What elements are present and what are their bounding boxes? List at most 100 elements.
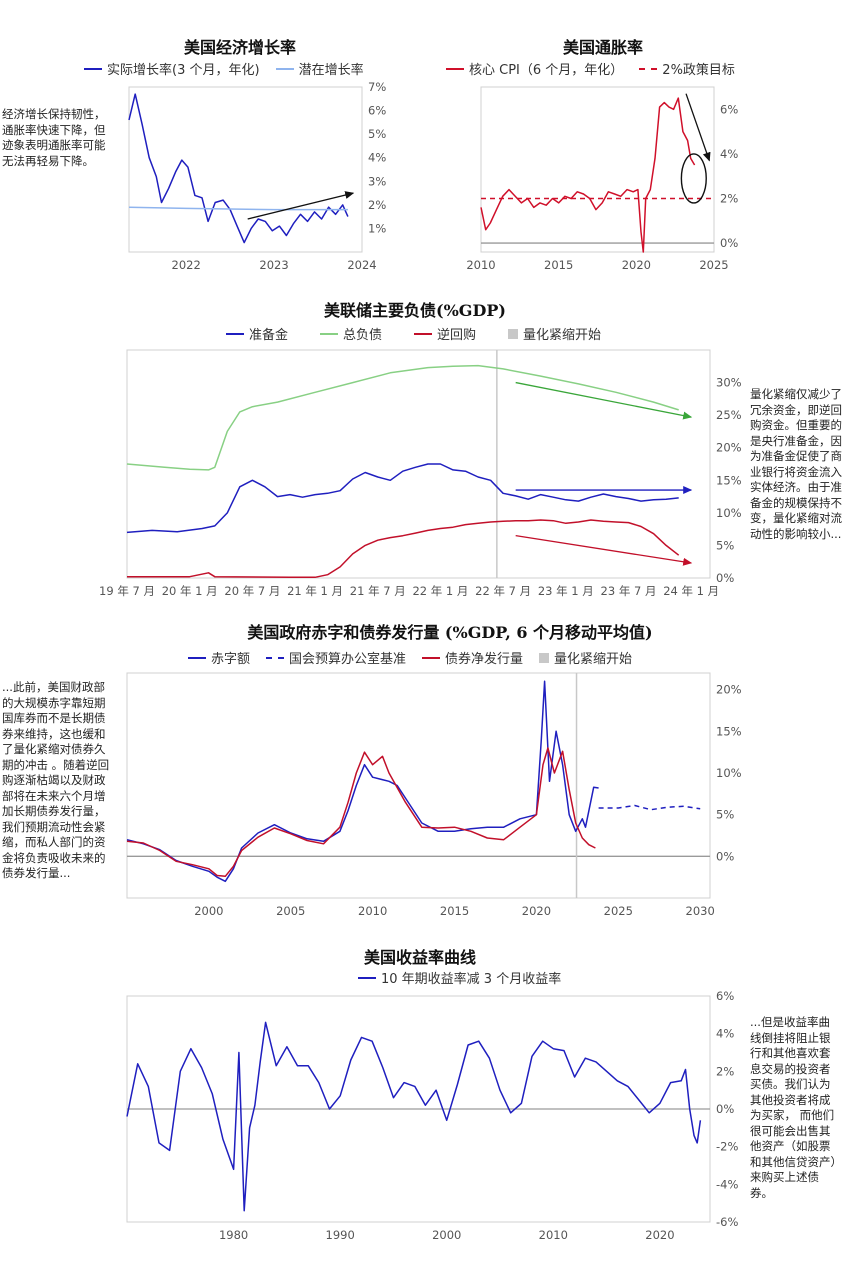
curve-series-0-line xyxy=(126,1021,702,1212)
inflation-xtick-label: 2010 xyxy=(466,258,495,272)
gdp-series-0-line xyxy=(128,93,349,244)
gdp-ytick-label: 1% xyxy=(368,221,386,235)
deficit-series-2-line xyxy=(126,747,596,878)
curve-ytick-label: -4% xyxy=(716,1177,738,1191)
gdp-series-1-line xyxy=(128,206,348,211)
note-curve: ...但是收益率曲线倒挂将阻止银行和其他喜欢套息交易的投资者买债。我们认为其他投… xyxy=(750,1015,837,1200)
curve-xtick-label: 2020 xyxy=(645,1228,674,1242)
legend-item-core-cpi: 核心 CPI（6 个月，年化） xyxy=(446,59,623,78)
gdp-legend: 实际增长率(3 个月，年化) 潜在增长率 xyxy=(84,59,374,78)
deficit-legend: 赤字额 国会预算办公室基准 债券净发行量 量化紧缩开始 xyxy=(188,648,642,667)
deficit-chart-title: 美国政府赤字和债券发行量 (%GDP, 6 个月移动平均值) xyxy=(247,623,653,642)
legend-item-cbo-baseline: 国会预算办公室基准 xyxy=(266,648,406,667)
inflation-chart-title: 美国通胀率 xyxy=(562,38,643,57)
legend-item-policy-target: 2%政策目标 xyxy=(639,59,735,78)
fed-xtick-label: 23 年 1 月 xyxy=(538,584,594,598)
gdp-ytick-label: 5% xyxy=(368,127,386,141)
inflation-annotation-arrow xyxy=(685,93,711,162)
inflation-ytick-label: 0% xyxy=(720,236,738,250)
deficit-ytick-label: 15% xyxy=(716,724,742,738)
legend-item-qt-start: 量化紧缩开始 xyxy=(508,324,601,343)
fed-series-2-line xyxy=(127,519,680,579)
fed-xtick-label: 22 年 7 月 xyxy=(475,584,531,598)
legend-item-potential-growth: 潜在增长率 xyxy=(275,59,364,78)
curve-legend: 10 年期收益率减 3 个月收益率 xyxy=(358,968,571,987)
inflation-xtick-label: 2020 xyxy=(622,258,651,272)
curve-xtick-label: 2010 xyxy=(539,1228,568,1242)
inflation-annotation-ellipse xyxy=(680,153,707,204)
deficit-series-0-line xyxy=(126,680,599,883)
note-fed: 量化紧缩仅减少了冗余资金，即逆回购资金。但重要的是央行准备金，因为准备金促使了商… xyxy=(750,387,842,541)
note-deficit: ...此前，美国财政部的大规模赤字靠短期国库券而不是长期债券来维持，这也缓和了量… xyxy=(2,680,110,880)
fed-series-1-line xyxy=(126,364,679,471)
gdp-plot-frame xyxy=(128,86,363,253)
inflation-legend: 核心 CPI（6 个月，年化） 2%政策目标 xyxy=(446,59,745,78)
inflation-plot-frame xyxy=(480,86,715,253)
deficit-xtick-label: 2015 xyxy=(440,904,469,918)
inflation-ytick-label: 2% xyxy=(720,191,738,205)
fed-xtick-label: 19 年 7 月 xyxy=(99,584,155,598)
gdp-annotation-arrow xyxy=(247,191,355,220)
deficit-xtick-label: 2030 xyxy=(686,904,715,918)
fed-xtick-label: 24 年 1 月 xyxy=(663,584,719,598)
inflation-xtick-label: 2015 xyxy=(544,258,573,272)
fed-ytick-label: 20% xyxy=(716,441,742,455)
fed-annotation-arrow xyxy=(515,381,693,420)
deficit-xtick-label: 2005 xyxy=(276,904,305,918)
inflation-ytick-label: 6% xyxy=(720,102,738,116)
fed-xtick-label: 23 年 7 月 xyxy=(601,584,657,598)
fed-ytick-label: 15% xyxy=(716,473,742,487)
deficit-xtick-label: 2000 xyxy=(194,904,223,918)
curve-ytick-label: -2% xyxy=(716,1140,738,1154)
legend-item-deficit: 赤字额 xyxy=(188,648,250,667)
fed-xtick-label: 22 年 1 月 xyxy=(412,584,468,598)
legend-item-net-issuance: 债券净发行量 xyxy=(422,648,523,667)
inflation-series-0-line xyxy=(480,97,696,253)
legend-item-term-spread: 10 年期收益率减 3 个月收益率 xyxy=(358,968,561,987)
curve-xtick-label: 2000 xyxy=(432,1228,461,1242)
fed-plot-frame xyxy=(126,349,711,579)
fed-annotation-arrow xyxy=(515,535,693,566)
legend-item-qt-start-2: 量化紧缩开始 xyxy=(539,648,632,667)
inflation-ytick-label: 4% xyxy=(720,147,738,161)
legend-item-reverse-repo: 逆回购 xyxy=(414,324,476,343)
note-gdp: 经济增长保持韧性，通胀率快速下降，但迹象表明通胀率可能无法再轻易下降。 xyxy=(2,107,106,168)
legend-item-reserves: 准备金 xyxy=(226,324,288,343)
fed-series-0-line xyxy=(126,463,679,534)
fed-ytick-label: 10% xyxy=(716,506,742,520)
gdp-ytick-label: 3% xyxy=(368,174,386,188)
inflation-xtick-label: 2025 xyxy=(699,258,728,272)
fed-xtick-label: 21 年 7 月 xyxy=(350,584,406,598)
gdp-ytick-label: 6% xyxy=(368,104,386,118)
deficit-ytick-label: 10% xyxy=(716,766,742,780)
fed-xtick-label: 20 年 1 月 xyxy=(162,584,218,598)
deficit-series-1-line xyxy=(598,804,701,811)
curve-ytick-label: -6% xyxy=(716,1215,738,1229)
fed-ytick-label: 25% xyxy=(716,408,742,422)
fed-chart-title: 美联储主要负债(%GDP) xyxy=(324,301,506,320)
deficit-plot-frame xyxy=(126,672,711,899)
curve-ytick-label: 4% xyxy=(716,1027,734,1041)
gdp-xtick-label: 2023 xyxy=(259,258,288,272)
gdp-ytick-label: 7% xyxy=(368,80,386,94)
fed-ytick-label: 30% xyxy=(716,376,742,390)
deficit-xtick-label: 2010 xyxy=(358,904,387,918)
curve-ytick-label: 2% xyxy=(716,1064,734,1078)
gdp-ytick-label: 4% xyxy=(368,151,386,165)
fed-xtick-label: 20 年 7 月 xyxy=(224,584,280,598)
gdp-xtick-label: 2024 xyxy=(347,258,376,272)
fed-legend: 准备金 总负债 逆回购 量化紧缩开始 xyxy=(226,324,611,343)
curve-ytick-label: 0% xyxy=(716,1102,734,1116)
deficit-ytick-label: 5% xyxy=(716,808,734,822)
deficit-xtick-label: 2020 xyxy=(522,904,551,918)
curve-xtick-label: 1990 xyxy=(326,1228,355,1242)
fed-xtick-label: 21 年 1 月 xyxy=(287,584,343,598)
legend-item-total-liabilities: 总负债 xyxy=(320,324,382,343)
curve-chart-title: 美国收益率曲线 xyxy=(363,948,476,967)
curve-ytick-label: 6% xyxy=(716,989,734,1003)
fed-ytick-label: 5% xyxy=(716,538,734,552)
deficit-ytick-label: 0% xyxy=(716,849,734,863)
curve-xtick-label: 1980 xyxy=(219,1228,248,1242)
legend-item-actual-growth: 实际增长率(3 个月，年化) xyxy=(84,59,260,78)
